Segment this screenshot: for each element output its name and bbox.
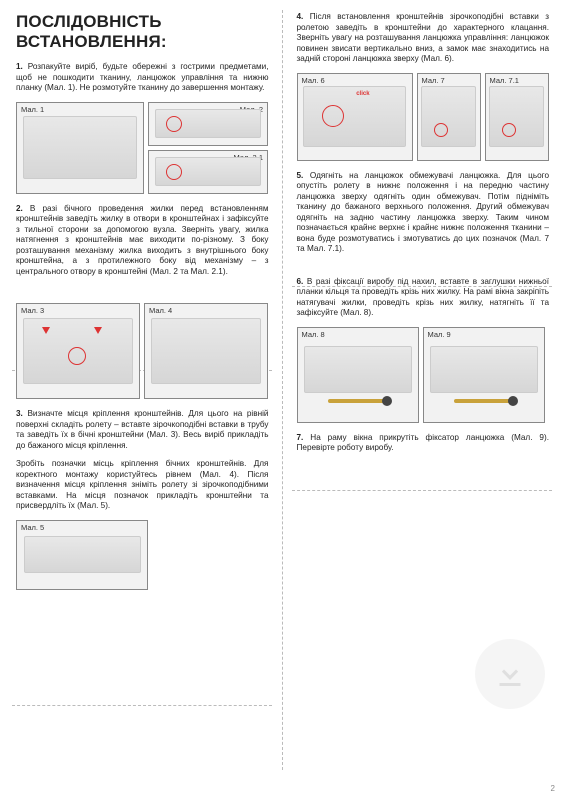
figure-5: Мал. 5: [16, 520, 148, 590]
fig-label-6: Мал. 6: [302, 76, 325, 85]
spacer: [297, 263, 550, 277]
fig-71-art: [489, 86, 545, 146]
callout-circle: [166, 116, 182, 132]
fig-label-8: Мал. 8: [302, 330, 325, 339]
callout-circle: [502, 123, 516, 137]
fig-row-1: Мал. 1 Мал. 2 Мал. 2.1: [16, 102, 269, 194]
fig-3-art: [23, 318, 133, 384]
fig-label-4: Мал. 4: [149, 306, 172, 315]
step-6-text: В разі фіксації виробу під нахил, вставт…: [297, 277, 550, 318]
fig-8-art: [304, 346, 412, 393]
figure-8: Мал. 8: [297, 327, 419, 423]
screwdriver-icon: [328, 399, 388, 403]
step-num-7: 7.: [297, 433, 304, 442]
fig-7-art: [421, 86, 477, 146]
fig-6-art: click: [303, 86, 406, 146]
figure-4: Мал. 4: [144, 303, 268, 399]
fig-9-art: [430, 346, 538, 393]
step-num-6: 6.: [297, 277, 304, 286]
fig-row-3: Мал. 5: [16, 520, 269, 590]
callout-circle: [322, 105, 344, 127]
fig-4-art: [151, 318, 261, 384]
step-num-1: 1.: [16, 62, 23, 71]
figure-1: Мал. 1: [16, 102, 144, 194]
fig-2-art: [155, 109, 261, 138]
fig-col-2: Мал. 2 Мал. 2.1: [148, 102, 268, 194]
step-3a: 3. Визначте місця кріплення кронштейнів.…: [16, 409, 269, 451]
callout-circle: [68, 347, 86, 365]
figure-2: Мал. 2: [148, 102, 268, 146]
step-2: 2. В разі бічного проведення жилки перед…: [16, 204, 269, 278]
fig-label-5: Мал. 5: [21, 523, 44, 532]
fig-label-7: Мал. 7: [422, 76, 445, 85]
step-5: 5. Одягніть на ланцюжок обмежувачі ланцю…: [297, 171, 550, 255]
download-arrow-icon: [492, 656, 528, 692]
step-1: 1. Розпакуйте виріб, будьте обережні з г…: [16, 62, 269, 94]
arrow-icon: [94, 327, 102, 334]
fig-label-71: Мал. 7.1: [490, 76, 519, 85]
step-1-text: Розпакуйте виріб, будьте обережні з гост…: [16, 62, 269, 92]
fig-row-2: Мал. 3 Мал. 4: [16, 303, 269, 399]
step-6: 6. В разі фіксації виробу під нахил, вст…: [297, 277, 550, 319]
callout-circle: [434, 123, 448, 137]
figure-3: Мал. 3: [16, 303, 140, 399]
arrow-icon: [42, 327, 50, 334]
left-column: ПОСЛІДОВНІСТЬ ВСТАНОВЛЕННЯ: 1. Розпакуйт…: [0, 0, 283, 799]
step-num-2: 2.: [16, 204, 23, 213]
figure-6: Мал. 6 click: [297, 73, 413, 161]
fig-label-1: Мал. 1: [21, 105, 44, 114]
fig-label-9: Мал. 9: [428, 330, 451, 339]
page-title: ПОСЛІДОВНІСТЬ ВСТАНОВЛЕННЯ:: [16, 12, 269, 52]
click-label: click: [356, 91, 369, 97]
step-num-4: 4.: [297, 12, 304, 21]
fig-5-art: [24, 536, 141, 573]
fig-1-art: [23, 116, 136, 179]
fig-row-5: Мал. 8 Мал. 9: [297, 327, 550, 423]
callout-circle: [166, 164, 182, 180]
step-num-5: 5.: [297, 171, 304, 180]
spacer: [16, 285, 269, 297]
figure-7-1: Мал. 7.1: [485, 73, 549, 161]
fig-21-art: [155, 157, 261, 186]
step-4-text: Після встановлення кронштейнів зірочкопо…: [297, 12, 550, 63]
step-num-3: 3.: [16, 409, 23, 418]
step-3b: Зробіть позначки місць кріплення бічних …: [16, 459, 269, 512]
fig-row-4: Мал. 6 click Мал. 7 Мал. 7.1: [297, 73, 550, 161]
watermark-icon: [475, 639, 545, 709]
step-7: 7. На раму вікна прикрутіть фіксатор лан…: [297, 433, 550, 454]
step-5-text: Одягніть на ланцюжок обмежувачі ланцюжка…: [297, 171, 550, 254]
screwdriver-icon: [454, 399, 514, 403]
figure-9: Мал. 9: [423, 327, 545, 423]
figure-2-1: Мал. 2.1: [148, 150, 268, 194]
page: ПОСЛІДОВНІСТЬ ВСТАНОВЛЕННЯ: 1. Розпакуйт…: [0, 0, 565, 799]
page-number: 2: [551, 784, 555, 793]
step-3a-text: Визначте місця кріплення кронштейнів. Дл…: [16, 409, 269, 450]
step-4: 4. Після встановлення кронштейнів зірочк…: [297, 12, 550, 65]
fig-label-3: Мал. 3: [21, 306, 44, 315]
figure-7: Мал. 7: [417, 73, 481, 161]
step-3b-text: Зробіть позначки місць кріплення бічних …: [16, 459, 269, 510]
right-column: 4. Після встановлення кронштейнів зірочк…: [283, 0, 565, 799]
step-7-text: На раму вікна прикрутіть фіксатор ланцюж…: [297, 433, 549, 453]
step-2-text: В разі бічного проведення жилки перед вс…: [16, 204, 269, 276]
